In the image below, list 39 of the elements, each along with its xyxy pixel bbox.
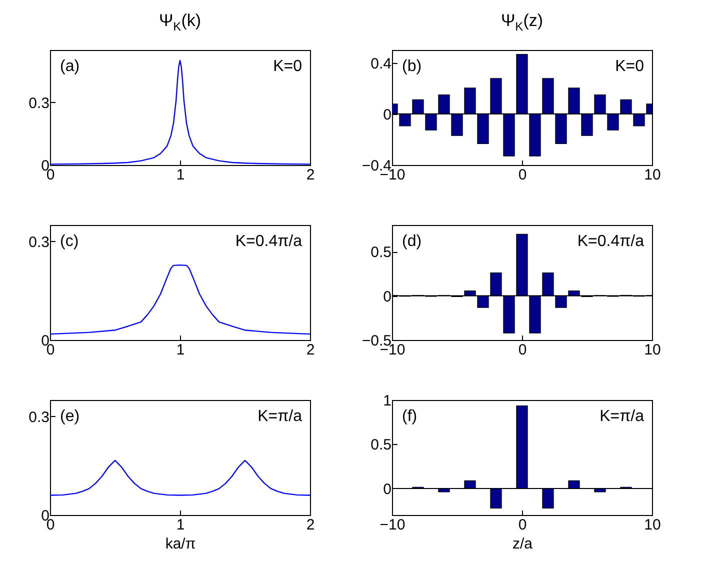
annotation: K=π/a: [600, 408, 644, 425]
chart-title: Ψ$_{K}$(k): [158, 10, 202, 36]
x-tick-label: 10: [644, 516, 661, 534]
annotation: (c): [60, 233, 79, 250]
y-tick-label: 1: [383, 392, 392, 410]
annotation: K=0: [273, 58, 302, 75]
x-axis-title: z/a: [512, 536, 534, 552]
y-tick-label: 0.3: [28, 234, 50, 251]
x-tick-label: 0: [518, 342, 527, 358]
y-tick-label: 0: [383, 480, 392, 498]
x-tick-label: −10: [380, 516, 406, 534]
y-tick-label: 0.3: [28, 408, 50, 426]
annotation: K=0: [615, 58, 644, 75]
annotation: (e): [60, 408, 80, 425]
annotation: (d): [402, 233, 422, 250]
annotation: (b): [402, 58, 422, 75]
x-tick-label: 2: [306, 342, 315, 358]
annotation: (a): [60, 58, 80, 75]
y-tick-label: 0: [383, 288, 392, 306]
x-tick-label: 1: [176, 166, 185, 184]
x-tick-label: 10: [644, 166, 661, 184]
y-tick-label: 0.5: [370, 436, 392, 454]
chart-title: Ψ$_{K}$(z): [500, 10, 544, 36]
y-tick-label: 0: [383, 106, 392, 124]
x-tick-label: 2: [306, 166, 315, 184]
annotation: (f): [402, 408, 418, 425]
annotation: K=0.4π/a: [577, 233, 644, 250]
x-axis-title: ka/π: [165, 536, 196, 552]
x-tick-label: 0: [518, 516, 527, 534]
x-tick-label: 1: [176, 342, 185, 358]
annotation: K=0.4π/a: [235, 233, 302, 250]
x-tick-label: 2: [306, 516, 315, 534]
x-tick-label: 0: [518, 166, 527, 184]
x-tick-label: 1: [176, 516, 185, 534]
y-tick-label: 0.5: [370, 244, 392, 262]
y-tick-label: 0.4: [370, 55, 392, 72]
x-tick-label: 10: [644, 342, 661, 358]
y-tick-label: 0.3: [28, 94, 50, 112]
annotation: K=π/a: [258, 408, 302, 425]
